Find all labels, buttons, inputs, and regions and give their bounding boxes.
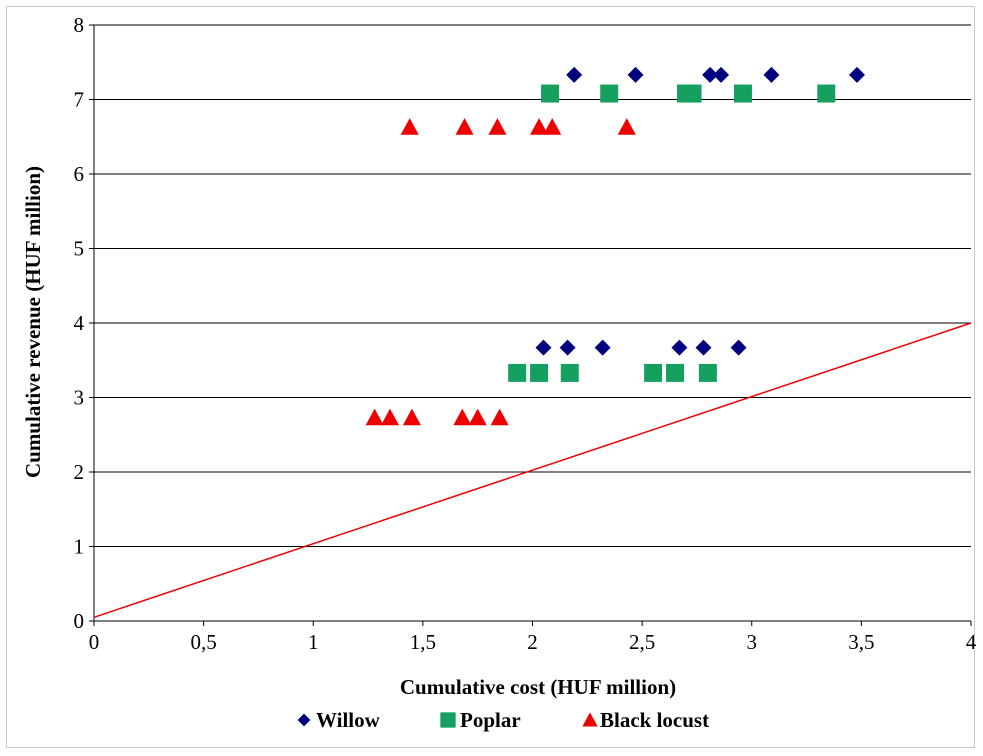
y-tick-label: 2 — [74, 460, 85, 484]
x-tick-label: 3,5 — [848, 630, 874, 654]
reference-line-layer — [93, 322, 972, 618]
poplar-point — [560, 363, 579, 382]
black-locust-point — [488, 118, 507, 135]
x-tick-label: 2,5 — [629, 630, 655, 654]
legend-label-willow: Willow — [316, 708, 381, 732]
poplar-point — [666, 363, 685, 382]
black-locust-point — [380, 408, 399, 426]
x-tick-label: 3 — [747, 630, 758, 654]
x-tick-label: 2 — [527, 630, 538, 654]
willow-point — [627, 66, 644, 83]
y-tick-label: 7 — [74, 88, 85, 112]
willow-point — [848, 66, 865, 83]
y-tick-label: 3 — [74, 386, 85, 410]
y-tick-label: 4 — [74, 311, 85, 335]
legend-item-black-locust: Black locust — [582, 708, 709, 732]
poplar-point — [541, 84, 560, 103]
y-tick-label: 8 — [74, 13, 85, 37]
black-locust-point — [400, 118, 419, 135]
black-locust-point — [402, 408, 421, 426]
poplar-point — [683, 84, 702, 103]
legend-label-poplar: Poplar — [460, 708, 521, 732]
legend-label-black-locust: Black locust — [600, 708, 709, 732]
reference-line — [93, 322, 972, 618]
willow-point — [559, 339, 576, 356]
poplar-point — [508, 363, 527, 382]
poplar-point — [644, 363, 663, 382]
willow-point — [695, 339, 712, 356]
legend-item-willow: Willow — [297, 708, 381, 732]
willow-point — [713, 66, 730, 83]
x-tick-labels: 0 0,5 1 1,5 2 2,5 3 3,5 4 — [89, 630, 977, 654]
gridlines — [94, 24, 971, 547]
willow-point — [535, 339, 552, 356]
x-tick-label: 1,5 — [410, 630, 436, 654]
y-tick-labels: 0 1 2 3 4 5 6 7 8 — [74, 13, 85, 633]
legend: Willow Poplar Black locust — [297, 708, 709, 732]
willow-point — [594, 339, 611, 356]
x-tick-label: 0 — [89, 630, 100, 654]
scatter-chart: 0 0,5 1 1,5 2 2,5 3 3,5 4 0 1 2 3 4 5 6 7 8 Cumulative c… — [21, 13, 977, 732]
legend-marker-willow — [297, 713, 311, 727]
black-locust-point — [530, 118, 549, 135]
willow-point — [763, 66, 780, 83]
black-locust-point — [468, 408, 487, 426]
data-points — [365, 66, 865, 426]
willow-point — [566, 66, 583, 83]
axes — [89, 24, 972, 626]
poplar-point — [530, 363, 549, 382]
willow-point — [730, 339, 747, 356]
black-locust-point — [490, 408, 509, 426]
black-locust-point — [365, 408, 384, 426]
black-locust-point — [453, 408, 472, 426]
y-tick-label: 5 — [74, 237, 85, 261]
chart-frame: 0 0,5 1 1,5 2 2,5 3 3,5 4 0 1 2 3 4 5 6 7 8 Cumulative c… — [6, 6, 977, 748]
willow-point — [671, 339, 688, 356]
y-tick-label: 6 — [74, 162, 85, 186]
x-tick-label: 4 — [966, 630, 976, 654]
poplar-point — [600, 84, 619, 103]
y-tick-label: 1 — [74, 535, 85, 559]
legend-marker-poplar — [440, 712, 456, 728]
black-locust-point — [455, 118, 474, 135]
legend-marker-black-locust — [582, 712, 598, 727]
poplar-point — [817, 84, 836, 103]
poplar-point — [698, 363, 717, 382]
willow-point — [702, 66, 719, 83]
black-locust-point — [543, 118, 562, 135]
poplar-point — [733, 84, 752, 103]
black-locust-point — [617, 118, 636, 135]
x-tick-label: 1 — [308, 630, 319, 654]
x-axis-title: Cumulative cost (HUF million) — [400, 675, 676, 699]
y-tick-label: 0 — [74, 609, 85, 633]
y-axis-title: Cumulative revenue (HUF million) — [21, 166, 45, 478]
legend-item-poplar: Poplar — [440, 708, 521, 732]
x-tick-label: 0,5 — [191, 630, 217, 654]
